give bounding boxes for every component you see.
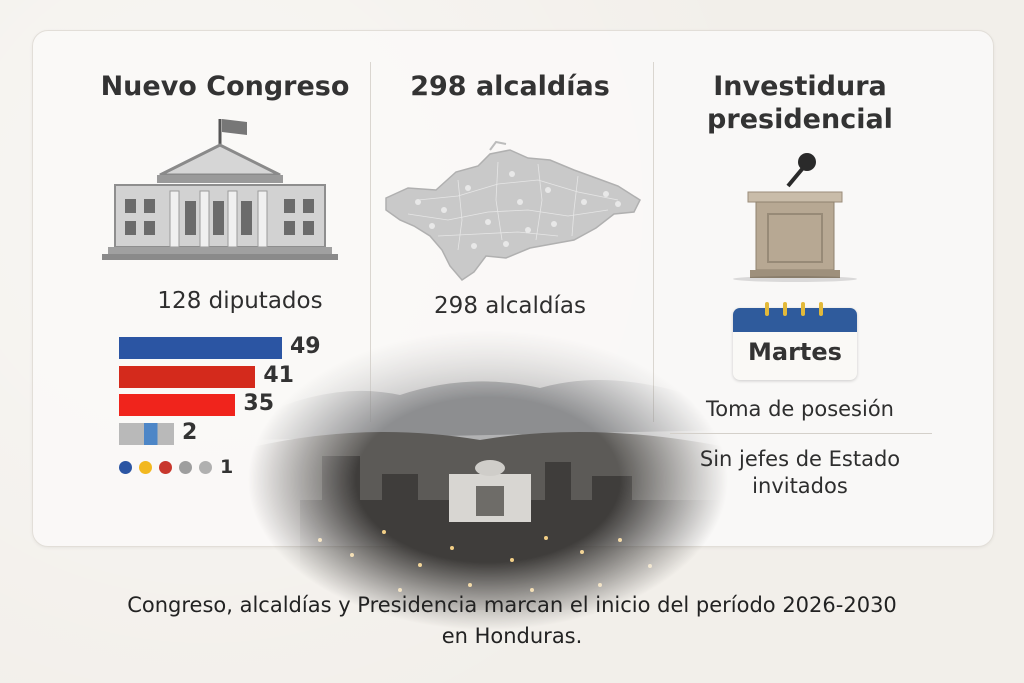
congreso-title: Nuevo Congreso xyxy=(100,71,350,102)
calendar-ring xyxy=(819,302,823,316)
legend-dot xyxy=(199,461,212,474)
calendar-header xyxy=(733,308,857,332)
seat-bar xyxy=(119,337,282,359)
diputados-label: 128 diputados xyxy=(157,288,323,314)
seat-bar-value: 35 xyxy=(243,391,275,416)
caption-line1: Congreso, alcaldías y Presidencia marcan… xyxy=(127,593,897,617)
legend-dot xyxy=(179,461,192,474)
seat-bar xyxy=(119,365,256,388)
investidura-title-line1: Investidura xyxy=(713,71,887,102)
caption: Congreso, alcaldías y Presidencia marcan… xyxy=(40,590,984,652)
calendar-ring xyxy=(783,302,787,316)
caption-line2: en Honduras. xyxy=(441,624,583,648)
legend-dot xyxy=(159,461,172,474)
calendar-ring xyxy=(765,302,769,316)
honduras-map-icon xyxy=(385,140,641,281)
calendar-icon: Martes xyxy=(733,302,857,380)
column-divider-left xyxy=(370,62,371,422)
legend-value: 1 xyxy=(220,456,234,478)
toma-posesion-label: Toma de posesión xyxy=(705,397,894,421)
seat-bar xyxy=(119,394,236,416)
investidura-title: Investidura presidencial xyxy=(668,70,932,136)
sin-jefes-note: Sin jefes de Estado invitados xyxy=(668,446,932,500)
column-divider-right xyxy=(653,62,654,422)
seat-bar-value: 49 xyxy=(290,334,321,359)
alcaldias-label: 298 alcaldías xyxy=(434,293,586,319)
investidura-title-line2: presidencial xyxy=(707,104,893,135)
seat-bar xyxy=(119,422,174,445)
legend-dot xyxy=(119,461,132,474)
congress-building-icon xyxy=(102,119,338,260)
seat-bar-value: 41 xyxy=(263,362,294,388)
sin-jefes-note-line1: Sin jefes de Estado xyxy=(699,447,901,471)
calendar-ring xyxy=(801,302,805,316)
calendar-day: Martes xyxy=(748,338,842,366)
sin-jefes-note-line2: invitados xyxy=(752,474,848,498)
info-divider xyxy=(670,433,932,434)
seat-bar-value: 2 xyxy=(182,419,198,445)
alcaldias-title: 298 alcaldías xyxy=(410,71,610,102)
legend-dot xyxy=(139,461,152,474)
podium-icon xyxy=(733,153,857,282)
